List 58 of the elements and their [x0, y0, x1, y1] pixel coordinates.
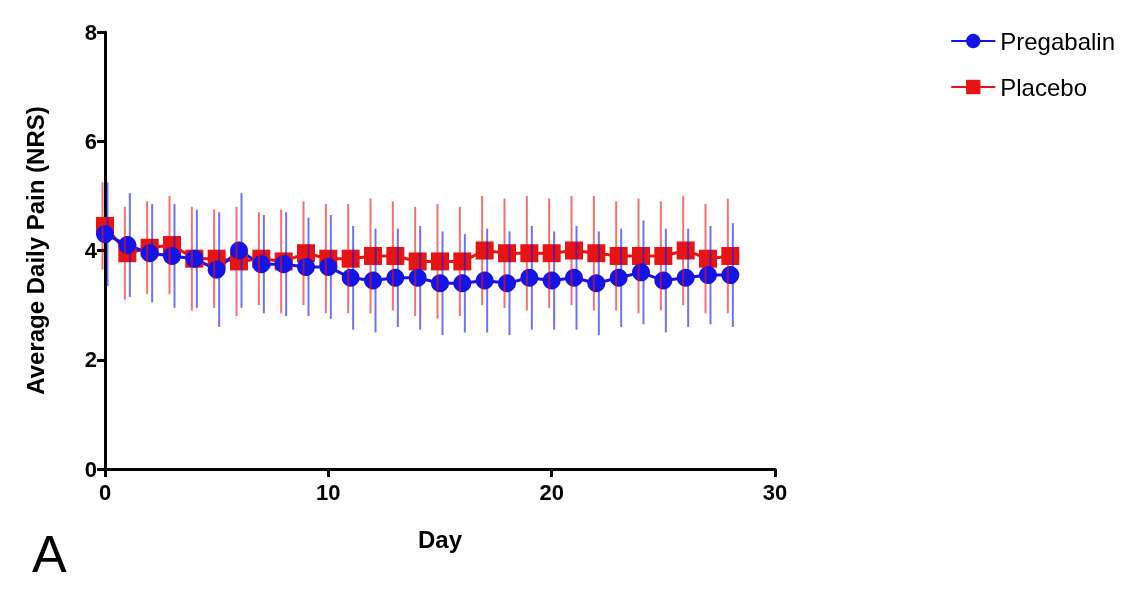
point: [364, 246, 382, 265]
x-tick-label: 30: [762, 479, 788, 505]
point: [364, 271, 382, 290]
point: [654, 271, 673, 290]
point: [453, 252, 472, 271]
y-tick-label: 0: [84, 456, 97, 482]
point: [252, 255, 271, 274]
point: [431, 252, 449, 271]
point: [632, 263, 650, 282]
point: [542, 244, 561, 263]
point: [475, 271, 494, 290]
point: [587, 244, 606, 263]
legend-label: Pregabalin: [1000, 27, 1115, 55]
point: [230, 241, 248, 260]
point: [386, 268, 405, 287]
x-axis-title: Day: [417, 525, 463, 553]
point: [542, 271, 561, 290]
y-tick-label: 8: [84, 19, 97, 45]
y-tick-label: 2: [84, 347, 97, 373]
point: [408, 268, 427, 287]
point: [676, 241, 695, 260]
point: [408, 252, 427, 271]
point: [654, 246, 673, 265]
point: [699, 266, 717, 285]
point: [632, 246, 650, 265]
point: [565, 241, 583, 260]
point: [341, 268, 360, 287]
point: [140, 244, 159, 263]
y-tick-label: 4: [84, 238, 98, 263]
point: [207, 260, 226, 279]
point: [475, 241, 494, 260]
point: [341, 249, 360, 268]
point: [676, 268, 695, 287]
point: [587, 274, 606, 293]
y-tick-label: 6: [84, 128, 97, 154]
point: [721, 246, 740, 265]
point: [96, 225, 114, 244]
point: [520, 268, 539, 287]
point: [453, 274, 472, 293]
point: [319, 257, 338, 276]
point: [721, 266, 740, 285]
point: [386, 246, 405, 265]
point: [565, 268, 583, 287]
point: [609, 246, 628, 265]
text: A: [32, 525, 67, 583]
point: [163, 246, 181, 265]
point: [118, 236, 137, 255]
point: [520, 244, 539, 263]
point: [498, 244, 516, 263]
point: [498, 274, 516, 293]
y-axis-title: Average Daily Pain (NRS): [21, 106, 49, 395]
point: [297, 257, 315, 276]
point: [699, 249, 717, 268]
x-tick-label: 10: [316, 479, 341, 505]
point: [431, 274, 449, 293]
x-tick-label: 20: [539, 479, 564, 505]
point: [609, 268, 628, 287]
legend-label: Placebo: [1000, 73, 1087, 101]
